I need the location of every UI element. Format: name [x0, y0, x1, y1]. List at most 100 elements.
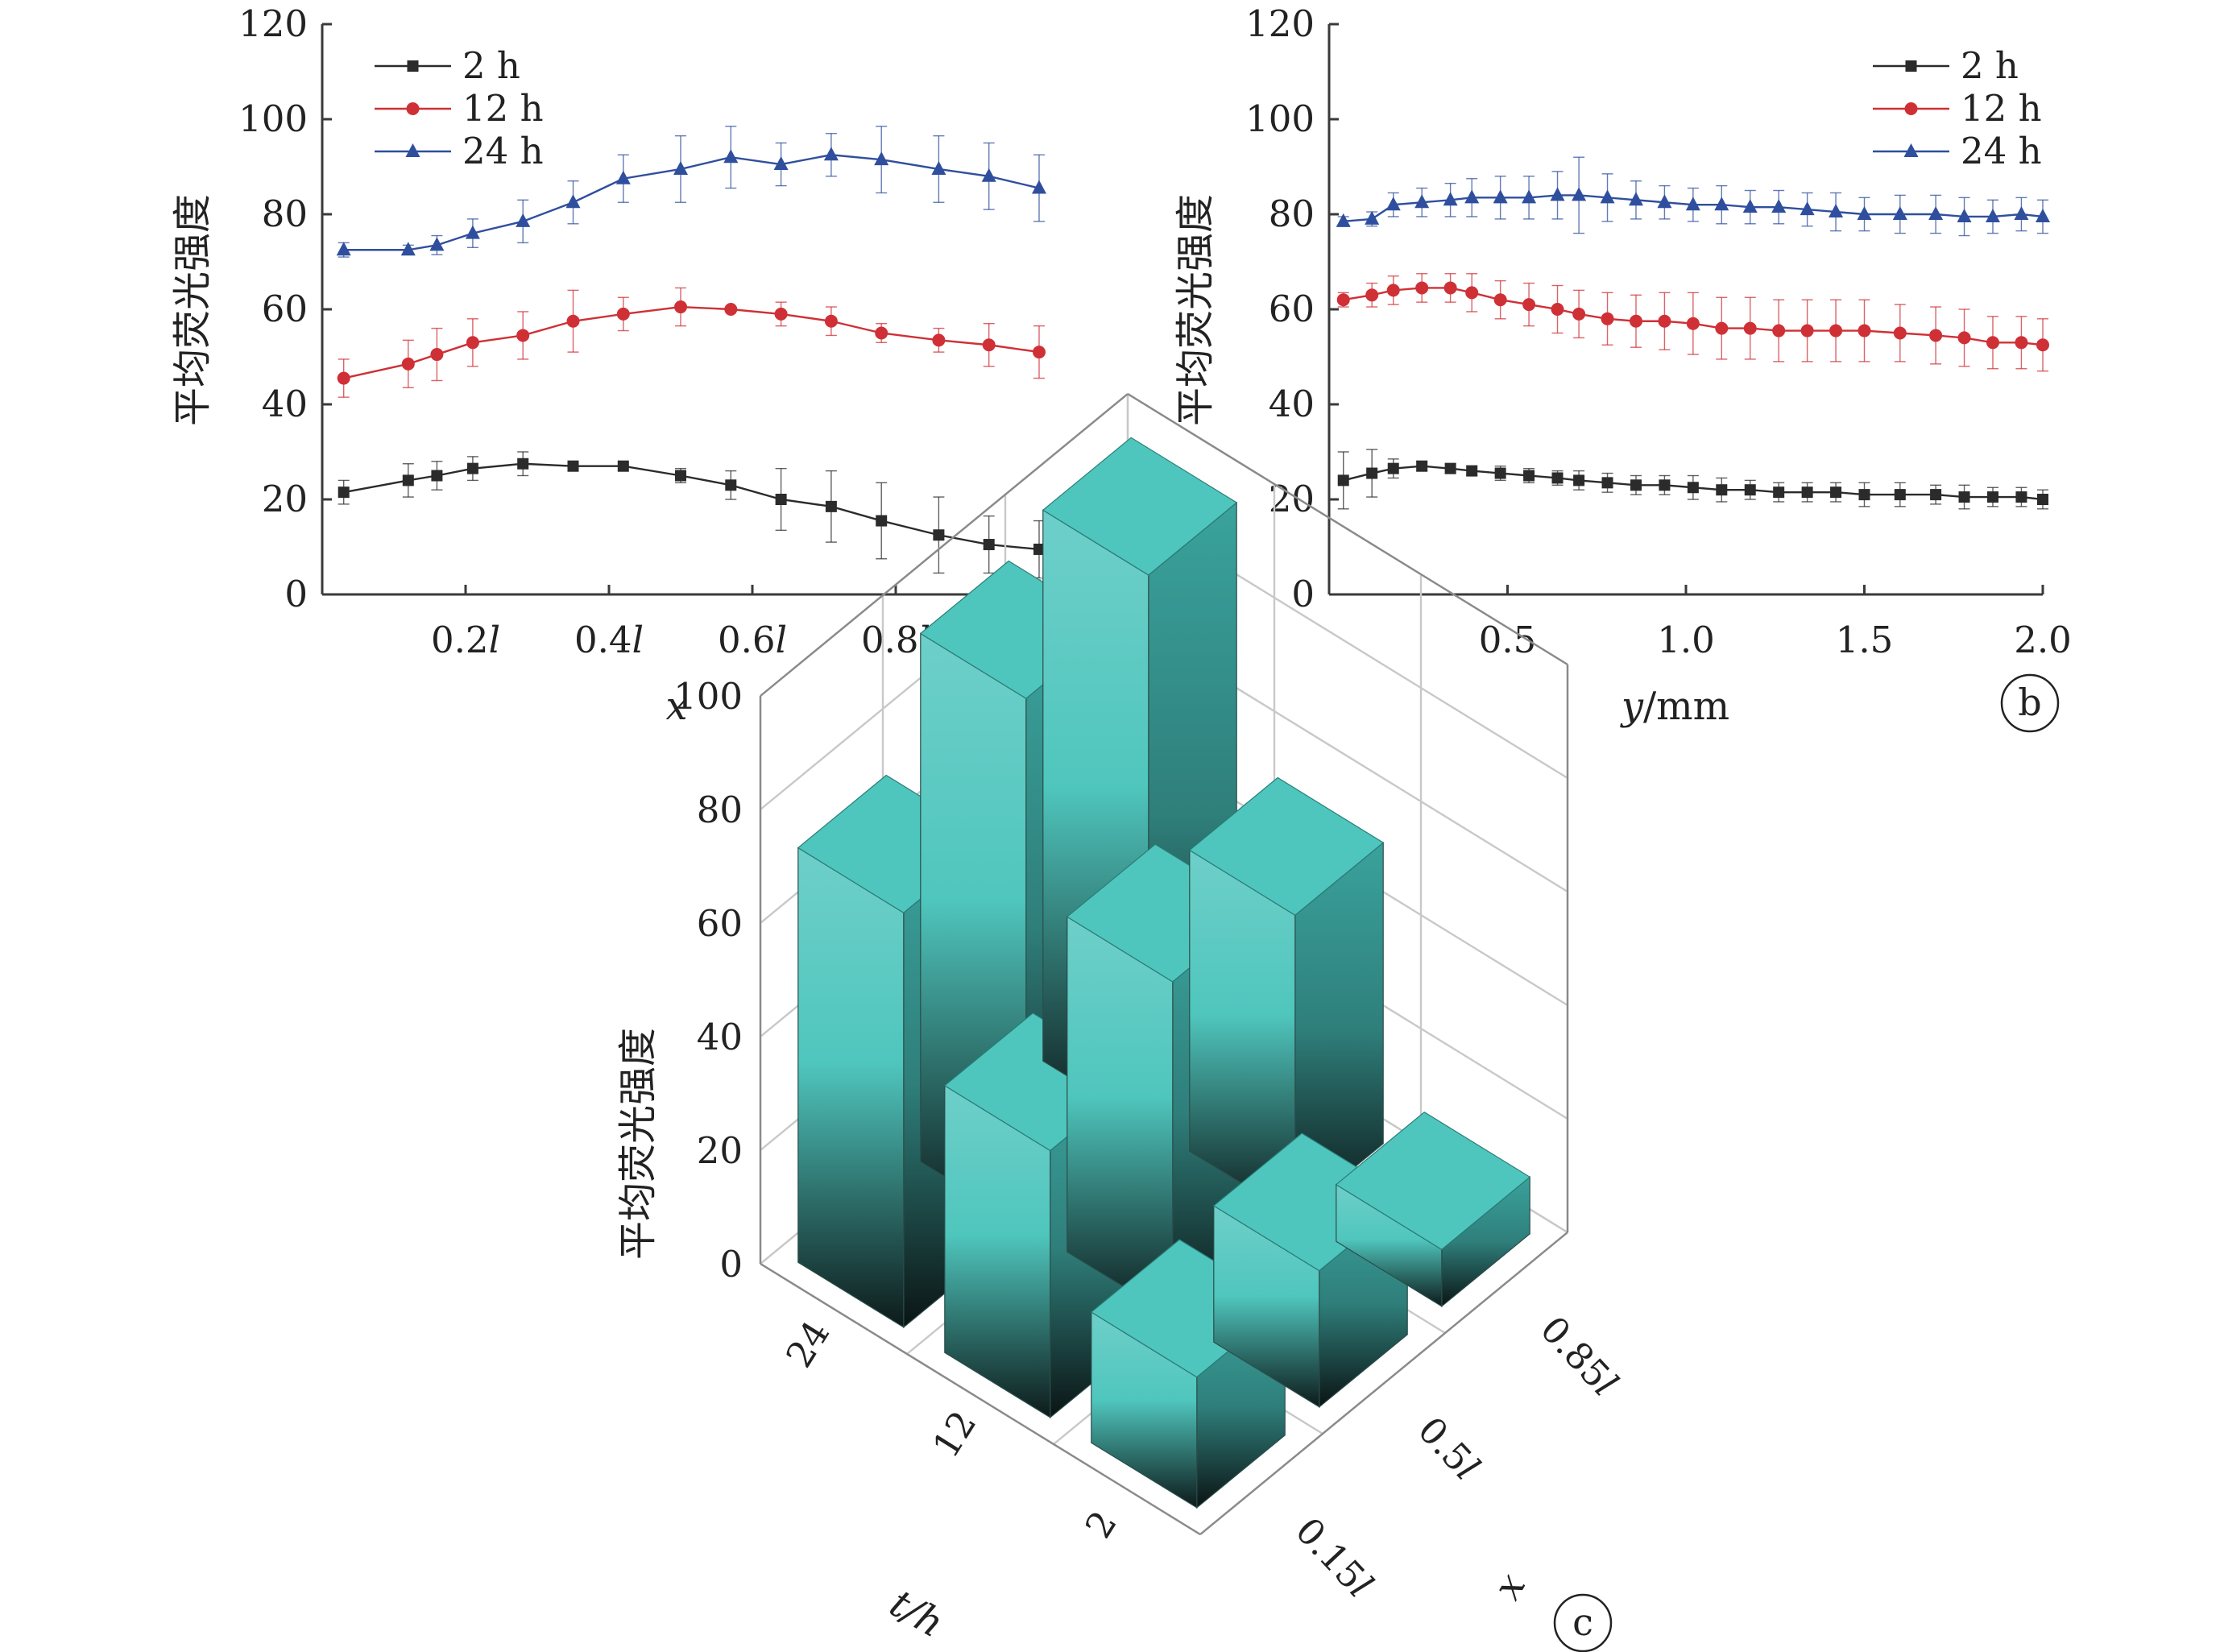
legend-marker	[1905, 60, 1917, 72]
data-point	[1600, 189, 1615, 204]
box-edge	[1127, 392, 1568, 666]
chart-panel-c: 0 20 40 60 80 100 24 12 2 0.15l 0.5l 0.85l 平均荧光强度 t…	[615, 392, 1626, 1652]
legend-label: 12 h	[462, 87, 544, 130]
x-axis-label-b: y/mm	[1620, 684, 1729, 729]
x-tick-label: 0.2l	[431, 619, 500, 661]
data-point	[1466, 465, 1478, 477]
data-point	[1601, 312, 1614, 325]
data-point	[1800, 324, 1814, 337]
y-tick-label: 0	[284, 573, 308, 615]
data-point	[775, 494, 787, 505]
data-point	[1573, 474, 1585, 486]
data-point	[725, 479, 737, 491]
t-axis-label-c: t/h	[882, 1581, 951, 1647]
bar-front-face	[797, 847, 905, 1328]
data-point	[874, 151, 889, 166]
box-edge	[1199, 1232, 1568, 1535]
x-tick-label: 0.15l	[1287, 1509, 1381, 1606]
data-point	[1032, 180, 1046, 194]
legend-label: 12 h	[1961, 87, 2042, 130]
data-point	[1572, 307, 1586, 321]
legend-marker	[407, 60, 419, 72]
bar-top-face	[1335, 1111, 1531, 1251]
y-tick-label: 80	[262, 193, 308, 235]
data-point	[823, 147, 839, 161]
data-point	[1892, 206, 1907, 220]
data-point	[1930, 489, 1942, 501]
y-tick-label: 40	[1269, 383, 1315, 425]
y-tick-label: 100	[238, 97, 308, 140]
data-point	[617, 460, 629, 472]
box-edge	[760, 1262, 1201, 1536]
box-edge	[760, 393, 1129, 697]
x-tick-label: 0.6l	[718, 619, 787, 661]
data-point	[1715, 321, 1729, 335]
data-point	[1337, 474, 1349, 486]
data-point	[430, 348, 444, 362]
bar	[1188, 776, 1385, 1218]
data-point	[1687, 482, 1699, 494]
t-tick-label: 2	[1077, 1503, 1125, 1545]
data-point	[1986, 491, 1998, 503]
y-tick-label: 60	[262, 288, 308, 330]
data-point	[723, 149, 739, 164]
data-point	[1957, 208, 1972, 222]
data-point	[516, 213, 531, 227]
data-point	[1415, 281, 1429, 295]
data-point	[674, 300, 687, 314]
data-point	[1744, 484, 1756, 496]
data-point	[982, 338, 996, 352]
x-axis-label-c: x	[1485, 1566, 1535, 1607]
data-point	[1033, 543, 1045, 555]
data-point	[338, 486, 350, 499]
data-point	[1414, 194, 1430, 209]
data-point	[431, 470, 443, 482]
legend-label: 2 h	[462, 44, 520, 87]
data-point	[516, 329, 530, 342]
data-point	[1858, 489, 1870, 501]
data-point	[517, 458, 529, 470]
x-tick-label: 0.5l	[1410, 1409, 1488, 1488]
z-tick-label: 100	[673, 675, 743, 718]
data-point	[1714, 197, 1729, 211]
data-point	[1630, 479, 1642, 491]
data-point	[1857, 206, 1872, 220]
data-point	[1601, 477, 1613, 489]
data-point	[1550, 187, 1565, 201]
legend-marker	[405, 143, 420, 157]
data-point	[1416, 460, 1428, 472]
data-point	[931, 160, 946, 175]
data-point	[336, 242, 351, 256]
data-point	[1385, 197, 1401, 211]
data-point	[1685, 197, 1700, 211]
panel-tag-b: b	[2018, 681, 2041, 724]
legend-label: 24 h	[1961, 130, 2042, 172]
data-point	[400, 242, 416, 256]
y-tick-label: 40	[262, 383, 308, 425]
data-point	[402, 474, 414, 486]
legend-marker	[406, 102, 420, 115]
data-point	[981, 168, 996, 182]
panel-tag-c: c	[1572, 1600, 1593, 1644]
y-tick-label: 100	[1245, 97, 1315, 140]
data-point	[1928, 206, 1944, 220]
x-tick-label: 1.5	[1836, 619, 1894, 661]
data-point	[1387, 462, 1399, 474]
data-point	[932, 333, 946, 347]
data-point	[824, 314, 838, 328]
data-point	[1522, 189, 1537, 204]
x-axis-label-a: x	[665, 684, 687, 729]
data-point	[2015, 491, 2027, 503]
data-point	[1743, 321, 1757, 335]
data-point	[1686, 317, 1700, 330]
data-point	[465, 225, 480, 239]
data-point	[1444, 462, 1456, 474]
data-point	[1893, 326, 1907, 340]
legend-label: 24 h	[462, 130, 544, 172]
data-point	[1443, 192, 1458, 206]
data-point	[566, 314, 580, 328]
data-point	[1957, 331, 1971, 345]
t-tick-label: 24	[777, 1313, 838, 1375]
data-point	[673, 160, 688, 175]
